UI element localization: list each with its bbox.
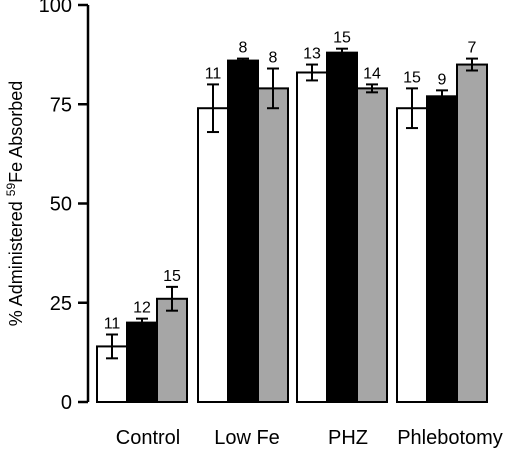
bar-group: 15 97	[396, 40, 488, 404]
bar-group: 13 15 14	[296, 30, 388, 404]
bar-group: 11 12 15	[96, 268, 188, 404]
sample-size-label: 8	[239, 40, 248, 57]
y-tick-label: 50	[50, 194, 72, 216]
sample-size-label: 11	[205, 65, 222, 82]
sample-size-label: 11	[104, 316, 121, 333]
y-tick-label: 0	[61, 392, 72, 414]
sample-size-label: 15	[163, 268, 181, 285]
sample-size-label: 14	[363, 65, 381, 82]
y-tick-label: 25	[50, 293, 72, 315]
y-ticks: 0 25 50 75 100	[39, 0, 88, 414]
bar	[456, 63, 488, 404]
sample-size-label: 12	[133, 300, 151, 317]
bar	[426, 95, 458, 403]
sample-size-label: 9	[438, 71, 447, 88]
bar	[396, 107, 428, 403]
y-tick-label: 100	[39, 0, 72, 17]
sample-size-label: 13	[303, 46, 321, 63]
y-axis-title: % Administered 59Fe Absorbed	[4, 81, 26, 327]
bar-group: 11 8 8	[197, 40, 289, 404]
category-label: PHZ	[328, 427, 368, 449]
bar	[197, 107, 229, 403]
x-axis-labels: Control Low Fe PHZ Phlebotomy	[116, 427, 503, 449]
category-label: Control	[116, 427, 180, 449]
bar	[356, 87, 388, 404]
y-axis: 0 25 50 75 100	[39, 0, 90, 414]
sample-size-label: 15	[333, 30, 351, 47]
category-label: Phlebotomy	[397, 427, 503, 449]
sample-size-label: 8	[269, 50, 278, 67]
bar	[156, 297, 188, 403]
bar	[227, 59, 259, 404]
bar	[257, 87, 289, 404]
bar	[296, 71, 328, 404]
sample-size-label: 15	[403, 69, 421, 86]
sample-size-label: 7	[468, 40, 477, 57]
category-label: Low Fe	[214, 427, 280, 449]
y-tick-label: 75	[50, 94, 72, 116]
bar	[126, 321, 158, 404]
bar	[326, 51, 358, 403]
